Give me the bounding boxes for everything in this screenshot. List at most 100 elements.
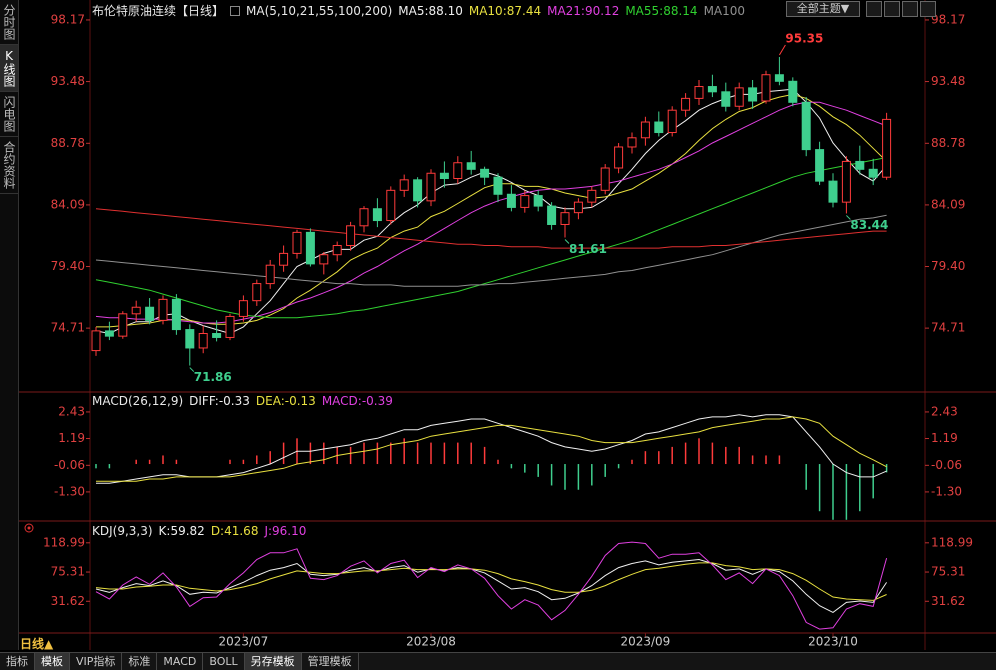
candle-body	[332, 245, 342, 256]
candle-body	[788, 80, 798, 103]
legend-entry: MACD:-0.39	[321, 394, 393, 408]
ma-line	[96, 93, 887, 328]
candle-body	[252, 283, 262, 302]
legend-entry: DIFF:-0.33	[189, 394, 250, 408]
theme-button[interactable]: 全部主题▼	[786, 1, 860, 17]
annotation-pointer	[778, 44, 786, 56]
y-tick-label: 98.17	[931, 12, 965, 26]
y-tick-label: 75.31	[51, 565, 85, 579]
candle-body	[506, 193, 516, 208]
chart-title: 布伦特原油连续【日线】	[92, 4, 225, 18]
tab[interactable]: BOLL	[203, 653, 245, 670]
indicator-label: MA(5,10,21,55,100,200)	[246, 3, 393, 18]
sidebar-tab[interactable]: 闪电图	[0, 92, 18, 137]
candle-body	[614, 146, 624, 169]
candle-body	[774, 74, 784, 82]
candle-body	[801, 101, 811, 151]
candle-body	[359, 208, 369, 227]
y-tick-label: 84.09	[51, 197, 85, 211]
candle-body	[212, 333, 222, 338]
y-tick-label: 98.17	[51, 12, 85, 26]
candle-body	[399, 179, 409, 191]
candle-body	[694, 86, 704, 99]
candle-body	[547, 205, 557, 225]
y-tick-label: 79.40	[931, 259, 965, 273]
candle-body	[372, 208, 382, 222]
tab[interactable]: VIP指标	[70, 653, 123, 670]
legend-entry: K:59.82	[158, 524, 205, 538]
tab[interactable]: 指标	[0, 653, 35, 670]
legend-entry: MA21:90.12	[547, 3, 620, 18]
indicator-line	[96, 414, 887, 484]
candle-body	[533, 195, 543, 207]
low-annotation: 83.44	[850, 218, 888, 232]
tab[interactable]: MACD	[157, 653, 204, 670]
y-tick-label: 88.78	[51, 136, 85, 150]
candle-body	[426, 172, 436, 202]
sidebar: 分时图 K线图 闪电图 合约资料	[0, 0, 19, 650]
legend-entry: DEA:-0.13	[255, 394, 316, 408]
candle-body	[91, 330, 101, 352]
candle-body	[882, 118, 892, 178]
candle-body	[145, 306, 155, 321]
low-annotation: 81.61	[569, 242, 607, 256]
sidebar-tab[interactable]: 合约资料	[0, 137, 18, 194]
candle-body	[493, 176, 503, 195]
y-tick-label: -0.06	[54, 458, 85, 472]
x-tick-label: 2023/10	[808, 635, 858, 649]
candle-body	[319, 254, 329, 265]
candle-body	[131, 306, 141, 315]
y-tick-label: 93.48	[931, 74, 965, 88]
period-selector[interactable]: 日线▲	[20, 637, 54, 651]
candle-body	[225, 315, 235, 338]
legend-entry: D:41.68	[210, 524, 259, 538]
candle-body	[279, 252, 289, 266]
tool-button[interactable]	[920, 1, 936, 17]
y-tick-label: 1.19	[931, 431, 958, 445]
sidebar-tab[interactable]: K线图	[0, 45, 18, 92]
candle-body	[118, 313, 128, 337]
candle-body	[185, 329, 195, 349]
tool-button[interactable]	[866, 1, 882, 17]
candle-body	[386, 189, 396, 222]
candle-body	[413, 179, 423, 202]
low-annotation: 71.86	[194, 370, 232, 384]
y-tick-label: 88.78	[931, 136, 965, 150]
legend-entry: MA10:87.44	[468, 3, 542, 18]
candle-body	[627, 137, 637, 148]
candle-body	[171, 298, 181, 331]
panel-title: KDJ(9,3,3)	[92, 524, 153, 538]
tool-button[interactable]	[884, 1, 900, 17]
ma-line	[95, 88, 887, 335]
tab[interactable]: 模板	[35, 653, 70, 670]
x-tick-label: 2023/08	[406, 635, 456, 649]
y-tick-label: 118.99	[43, 535, 85, 549]
candle-body	[654, 121, 664, 134]
y-tick-label: 1.19	[58, 431, 85, 445]
candle-body	[560, 212, 570, 225]
ma-line	[95, 157, 887, 319]
candle-body	[292, 231, 302, 254]
tool-button[interactable]	[902, 1, 918, 17]
tab[interactable]: 另存模板	[244, 653, 302, 670]
indicator-line	[95, 558, 888, 613]
y-tick-label: 79.40	[51, 259, 85, 273]
sidebar-tab[interactable]: 分时图	[0, 0, 18, 45]
y-tick-label: 74.71	[51, 321, 85, 335]
legend-entry: MA5:88.10	[398, 3, 463, 18]
y-tick-label: -1.30	[54, 484, 85, 498]
ma-line	[95, 101, 887, 324]
tab[interactable]: 管理模板	[302, 653, 359, 670]
tab[interactable]: 标准	[122, 653, 158, 670]
candle-body	[707, 86, 717, 93]
candle-body	[667, 109, 677, 134]
y-tick-label: 74.71	[931, 321, 965, 335]
candle-body	[721, 91, 731, 107]
y-tick-label: 31.62	[931, 594, 965, 608]
y-tick-label: 2.43	[58, 404, 85, 418]
candle-body	[855, 160, 865, 170]
kdj-icon-dot	[27, 526, 31, 530]
candle-body	[868, 168, 878, 178]
